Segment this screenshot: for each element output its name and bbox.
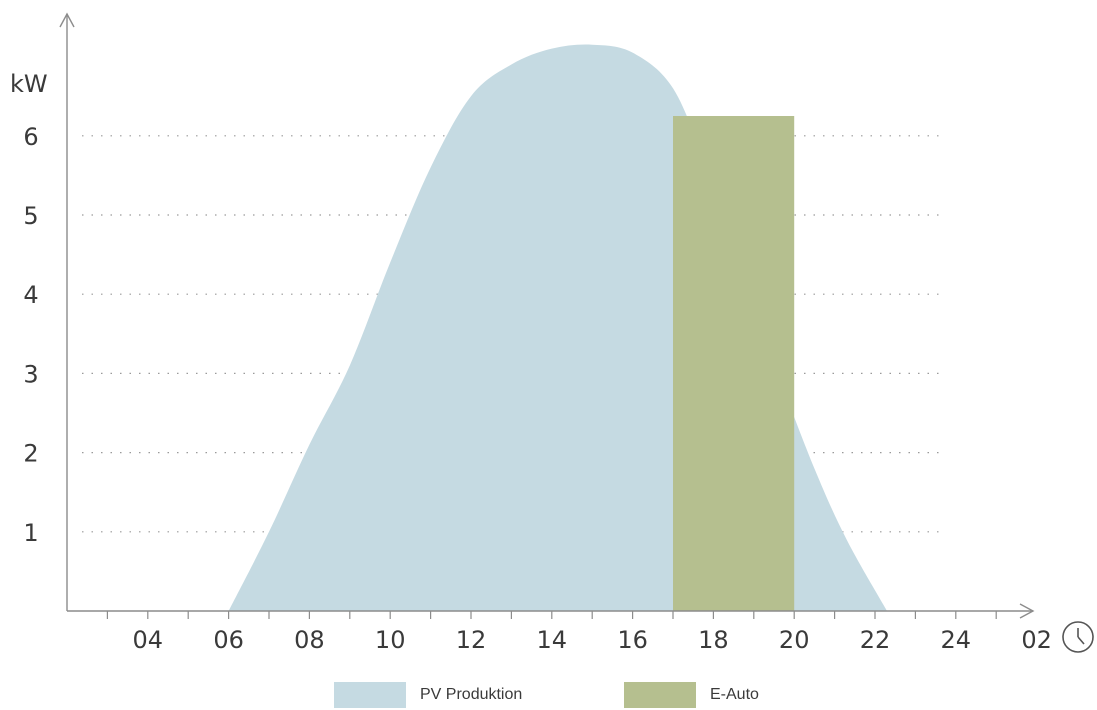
clock-icon <box>1062 621 1094 653</box>
y-tick-label-3: 3 <box>23 360 38 388</box>
x-tick-label: 02 <box>1021 626 1052 654</box>
x-tick-label: 04 <box>133 626 164 654</box>
y-tick-label-1: 1 <box>23 519 38 547</box>
legend-item-pv: PV Produktion <box>334 682 522 708</box>
x-tick-label: 24 <box>941 626 972 654</box>
y-axis-unit-label: kW <box>10 70 48 98</box>
x-tick-label: 18 <box>698 626 729 654</box>
x-tick-label: 16 <box>617 626 648 654</box>
y-tick-label-5: 5 <box>23 202 38 230</box>
legend: PV Produktion E-Auto <box>0 682 1097 710</box>
y-tick-labels: 1 2 3 4 5 6 <box>23 123 38 547</box>
x-tick-label: 12 <box>456 626 487 654</box>
y-axis-arrow <box>59 12 75 28</box>
x-tick-label: 10 <box>375 626 406 654</box>
x-tick-labels: 04 06 08 10 12 14 16 18 20 22 24 02 <box>133 626 1052 654</box>
legend-label-eauto: E-Auto <box>710 686 759 703</box>
x-axis-arrow <box>1019 603 1035 619</box>
x-tick-label: 22 <box>860 626 891 654</box>
legend-label-pv: PV Produktion <box>420 686 523 703</box>
legend-item-eauto: E-Auto <box>624 682 759 708</box>
y-tick-label-4: 4 <box>23 281 38 309</box>
legend-swatch-pv <box>334 682 406 708</box>
x-tick-label: 08 <box>294 626 325 654</box>
legend-swatch-eauto <box>624 682 696 708</box>
e-auto-bar <box>673 116 795 611</box>
x-tick-label: 06 <box>213 626 244 654</box>
x-tick-label: 20 <box>779 626 810 654</box>
axes <box>59 12 1035 619</box>
y-tick-label-2: 2 <box>23 440 38 468</box>
e-auto-series <box>673 116 795 611</box>
x-tick-label: 14 <box>537 626 568 654</box>
y-tick-label-6: 6 <box>23 123 38 151</box>
